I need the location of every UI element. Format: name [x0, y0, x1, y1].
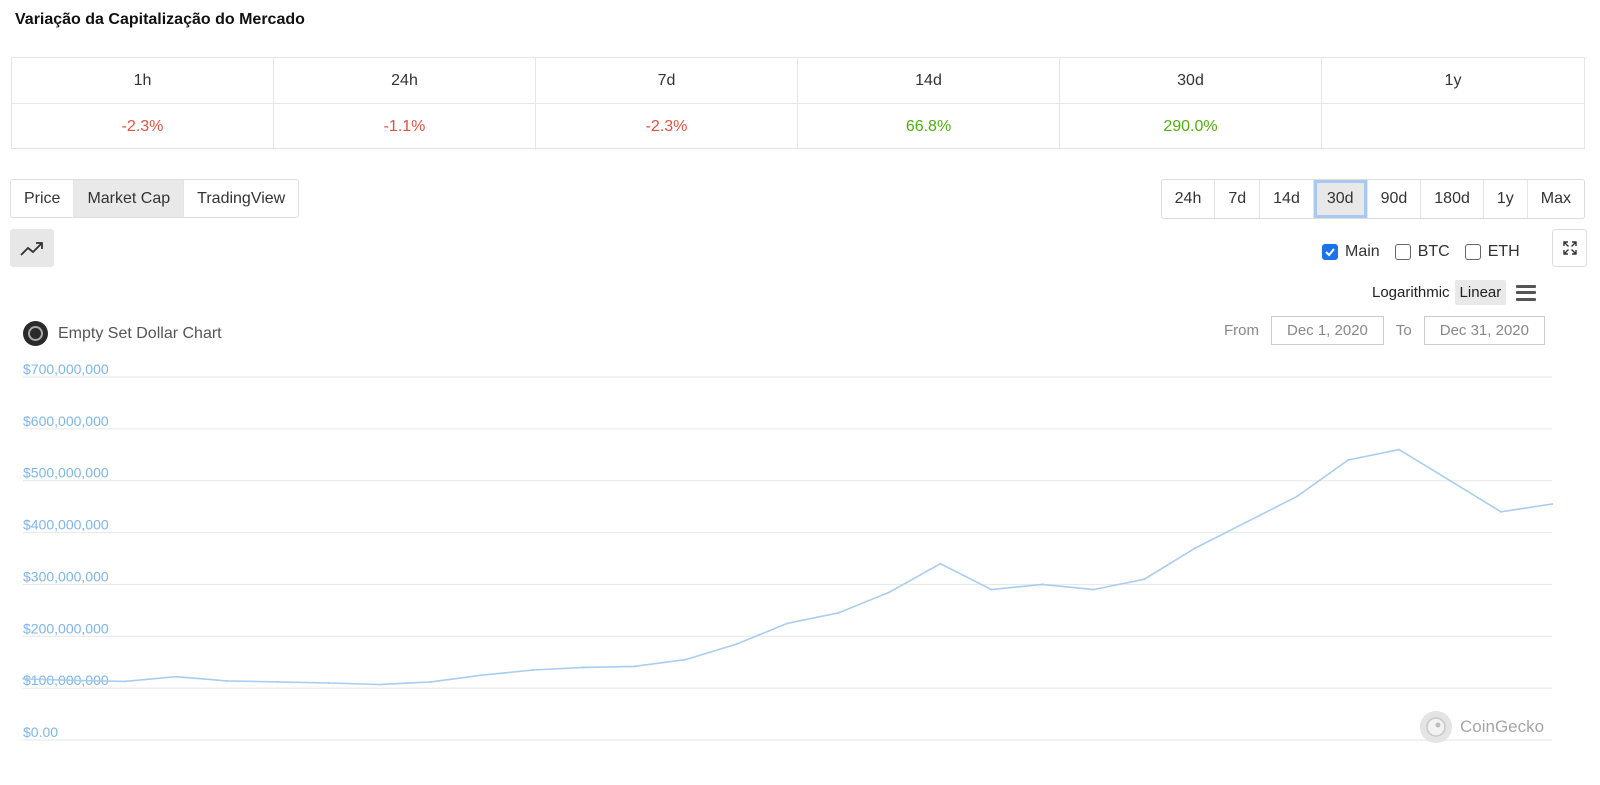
- change-value-30d: 290.0%: [1060, 104, 1322, 150]
- y-tick-label: $600,000,000: [23, 413, 109, 429]
- scale-linear[interactable]: Linear: [1454, 280, 1507, 305]
- range-14d[interactable]: 14d: [1260, 180, 1314, 218]
- tab-price[interactable]: Price: [11, 180, 75, 217]
- toggle-main[interactable]: Main: [1322, 243, 1380, 261]
- range-90d[interactable]: 90d: [1368, 180, 1422, 218]
- eth-checkbox[interactable]: [1464, 244, 1481, 260]
- data-point: [1143, 578, 1146, 581]
- data-point: [1398, 448, 1401, 451]
- data-point: [939, 562, 942, 565]
- date-from-input[interactable]: Dec 1, 2020: [1271, 316, 1384, 345]
- data-point: [582, 666, 585, 669]
- data-point: [888, 591, 891, 594]
- change-header-7d: 7d: [536, 58, 798, 104]
- expand-icon: [1562, 241, 1577, 255]
- market-cap-chart: $0.00$100,000,000$200,000,000$300,000,00…: [22, 361, 1553, 741]
- data-point: [429, 680, 432, 683]
- page-title: Variação da Capitalização do Mercado: [15, 11, 305, 28]
- data-point: [225, 679, 228, 682]
- change-header-1h: 1h: [12, 58, 274, 104]
- change-header-30d: 30d: [1060, 58, 1322, 104]
- coingecko-watermark: CoinGecko: [1420, 711, 1544, 743]
- btc-checkbox[interactable]: [1394, 244, 1411, 260]
- change-header-14d: 14d: [798, 58, 1060, 104]
- toggle-eth-label: ETH: [1487, 243, 1520, 260]
- date-range: From Dec 1, 2020 To Dec 31, 2020: [1224, 316, 1545, 345]
- y-tick-label: $0.00: [23, 724, 58, 740]
- change-value-7d: -2.3%: [536, 104, 798, 150]
- y-tick-label: $300,000,000: [23, 568, 109, 584]
- range-24h[interactable]: 24h: [1162, 180, 1216, 218]
- toggle-main-label: Main: [1345, 243, 1380, 260]
- change-value-14d: 66.8%: [798, 104, 1060, 150]
- range-7d[interactable]: 7d: [1215, 180, 1261, 218]
- y-tick-label: $700,000,000: [23, 361, 109, 377]
- change-value-1h: -2.3%: [12, 104, 274, 150]
- data-point: [684, 658, 687, 661]
- data-point: [1347, 458, 1350, 461]
- change-value-24h: -1.1%: [274, 104, 536, 150]
- toggle-eth[interactable]: ETH: [1464, 243, 1520, 261]
- data-point: [1449, 479, 1452, 482]
- data-point: [990, 588, 993, 591]
- y-tick-label: $200,000,000: [23, 620, 109, 636]
- watermark-text: CoinGecko: [1460, 717, 1545, 736]
- date-to-input[interactable]: Dec 31, 2020: [1423, 316, 1545, 345]
- tab-market-cap[interactable]: Market Cap: [74, 180, 185, 217]
- change-header-1y: 1y: [1322, 58, 1584, 104]
- change-value-1y: [1322, 104, 1584, 150]
- market-cap-series-line: [22, 448, 1553, 686]
- data-point: [22, 677, 24, 680]
- range-max[interactable]: Max: [1540, 190, 1571, 207]
- range-180d[interactable]: 180d: [1421, 180, 1484, 218]
- menu-icon[interactable]: [1516, 284, 1537, 301]
- data-point: [531, 668, 534, 671]
- trend-up-icon: [20, 242, 43, 256]
- coin-logo-icon: [23, 321, 48, 346]
- data-point: [1092, 588, 1095, 591]
- range-30d[interactable]: 30d: [1313, 180, 1368, 218]
- chart-legend: Empty Set Dollar Chart: [23, 321, 222, 346]
- view-tabs: Price Market Cap TradingView: [10, 179, 300, 218]
- data-point: [1245, 521, 1248, 524]
- scale-toggle: Logarithmic Linear: [1367, 280, 1537, 305]
- data-point: [735, 643, 738, 646]
- chart-title: Empty Set Dollar Chart: [58, 324, 222, 342]
- data-point: [327, 681, 330, 684]
- main-checkbox[interactable]: [1322, 244, 1338, 260]
- data-point: [276, 680, 279, 683]
- data-point: [837, 611, 840, 614]
- y-tick-label: $500,000,000: [23, 465, 109, 481]
- data-point: [72, 679, 75, 682]
- tab-tradingview[interactable]: TradingView: [197, 189, 286, 207]
- series-toggles: Main BTC ETH: [1322, 243, 1520, 261]
- range-1y[interactable]: 1y: [1484, 180, 1528, 218]
- data-point: [378, 683, 381, 686]
- trend-chart-button[interactable]: [10, 229, 54, 267]
- data-point: [1194, 547, 1197, 550]
- data-point: [633, 665, 636, 668]
- data-point: [174, 675, 177, 678]
- data-point: [1500, 510, 1503, 513]
- date-from-label: From: [1224, 322, 1259, 339]
- data-point: [1551, 503, 1553, 506]
- data-point: [123, 680, 126, 683]
- date-to-label: To: [1395, 322, 1412, 339]
- toggle-btc-label: BTC: [1417, 243, 1450, 260]
- data-point: [1041, 583, 1044, 586]
- data-point: [786, 622, 789, 625]
- coingecko-logo-icon: [1420, 711, 1452, 743]
- change-table: 1h 24h 7d 14d 30d 1y -2.3% -1.1% -2.3% 6…: [11, 57, 1585, 150]
- range-tabs: 24h 7d 14d 30d 90d 180d 1y Max: [1160, 179, 1585, 219]
- toggle-btc[interactable]: BTC: [1394, 243, 1450, 261]
- checkmark-icon: [1325, 248, 1335, 257]
- scale-logarithmic[interactable]: Logarithmic: [1372, 284, 1450, 301]
- y-tick-label: $400,000,000: [23, 517, 109, 533]
- data-point: [1296, 495, 1299, 498]
- change-header-24h: 24h: [274, 58, 536, 104]
- fullscreen-button[interactable]: [1552, 229, 1587, 267]
- data-point: [480, 674, 483, 677]
